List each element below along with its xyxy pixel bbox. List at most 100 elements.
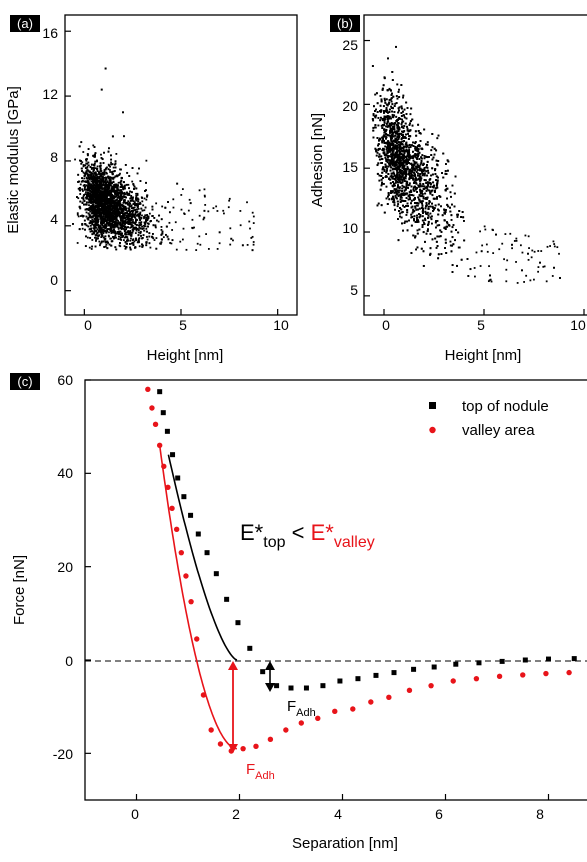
modulus-point	[111, 201, 114, 204]
panel-b-points	[371, 45, 561, 284]
modulus-point	[99, 244, 101, 247]
modulus-point	[85, 162, 88, 165]
modulus-point	[131, 241, 134, 244]
modulus-point	[121, 185, 124, 188]
modulus-point	[111, 194, 114, 197]
modulus-point	[112, 177, 115, 180]
modulus-point	[168, 221, 171, 224]
modulus-point	[104, 181, 107, 184]
modulus-point	[114, 211, 117, 214]
modulus-point	[91, 233, 94, 236]
modulus-point	[176, 182, 179, 185]
modulus-point	[98, 203, 101, 205]
modulus-point	[92, 178, 94, 180]
modulus-point	[119, 217, 122, 220]
modulus-point	[83, 177, 86, 180]
modulus-point	[94, 196, 96, 199]
modulus-point	[90, 187, 93, 190]
modulus-point	[100, 208, 103, 211]
modulus-point	[131, 239, 134, 242]
modulus-point	[93, 205, 95, 208]
modulus-point	[86, 179, 89, 182]
modulus-point	[123, 216, 126, 219]
modulus-point	[96, 184, 98, 187]
modulus-point	[90, 196, 93, 199]
modulus-point	[104, 218, 107, 221]
modulus-point	[102, 206, 105, 209]
modulus-point	[135, 227, 137, 230]
modulus-point	[125, 226, 128, 229]
modulus-point	[109, 192, 112, 195]
modulus-point	[85, 201, 88, 204]
modulus-point	[81, 177, 83, 180]
modulus-point	[122, 111, 124, 114]
modulus-point	[113, 225, 116, 227]
modulus-point	[120, 195, 122, 198]
modulus-point	[134, 226, 137, 229]
modulus-point	[121, 221, 124, 223]
modulus-point	[112, 197, 115, 200]
modulus-point	[91, 191, 94, 193]
modulus-point	[95, 180, 98, 183]
modulus-point	[103, 207, 106, 210]
modulus-point	[203, 194, 206, 197]
modulus-point	[141, 197, 144, 199]
modulus-point	[91, 200, 94, 203]
modulus-point	[108, 243, 111, 246]
modulus-point	[107, 192, 110, 195]
modulus-point	[249, 227, 251, 230]
modulus-point	[198, 189, 201, 192]
modulus-point	[110, 213, 112, 215]
modulus-point	[130, 195, 133, 197]
modulus-point	[127, 213, 130, 215]
modulus-point	[108, 211, 110, 214]
modulus-point	[113, 213, 116, 215]
modulus-point	[116, 208, 119, 211]
modulus-point	[130, 196, 133, 199]
modulus-point	[92, 203, 95, 206]
modulus-point	[105, 172, 108, 175]
modulus-point	[94, 208, 96, 210]
modulus-point	[181, 238, 184, 241]
modulus-point	[123, 184, 126, 187]
modulus-point	[106, 214, 109, 217]
modulus-point	[104, 240, 107, 243]
modulus-point	[85, 188, 87, 191]
modulus-point	[232, 239, 234, 242]
modulus-point	[111, 212, 114, 215]
modulus-point	[120, 218, 122, 221]
modulus-point	[136, 205, 139, 208]
modulus-point	[96, 231, 99, 234]
modulus-point	[167, 238, 170, 241]
modulus-point	[93, 146, 96, 148]
modulus-point	[109, 183, 112, 185]
modulus-point	[98, 213, 101, 216]
modulus-point	[124, 231, 127, 234]
modulus-point	[87, 192, 90, 195]
modulus-point	[94, 220, 97, 223]
modulus-point	[132, 183, 135, 185]
modulus-point	[86, 153, 89, 155]
modulus-point	[77, 197, 80, 200]
modulus-point	[164, 206, 167, 209]
modulus-point	[113, 176, 116, 179]
modulus-point	[104, 186, 107, 188]
modulus-point	[91, 192, 94, 195]
modulus-point	[94, 215, 97, 218]
modulus-point	[229, 227, 232, 230]
modulus-point	[117, 181, 120, 184]
modulus-point	[134, 216, 137, 219]
modulus-point	[132, 206, 135, 209]
modulus-point	[252, 215, 255, 218]
modulus-point	[97, 191, 100, 194]
modulus-point	[78, 206, 81, 208]
modulus-point	[98, 173, 101, 175]
modulus-point	[119, 197, 121, 200]
modulus-point	[118, 189, 121, 192]
modulus-point	[87, 148, 90, 150]
modulus-point	[140, 216, 143, 219]
modulus-point	[84, 228, 86, 231]
modulus-point	[127, 222, 130, 225]
modulus-point	[100, 230, 103, 233]
modulus-point	[125, 218, 128, 221]
